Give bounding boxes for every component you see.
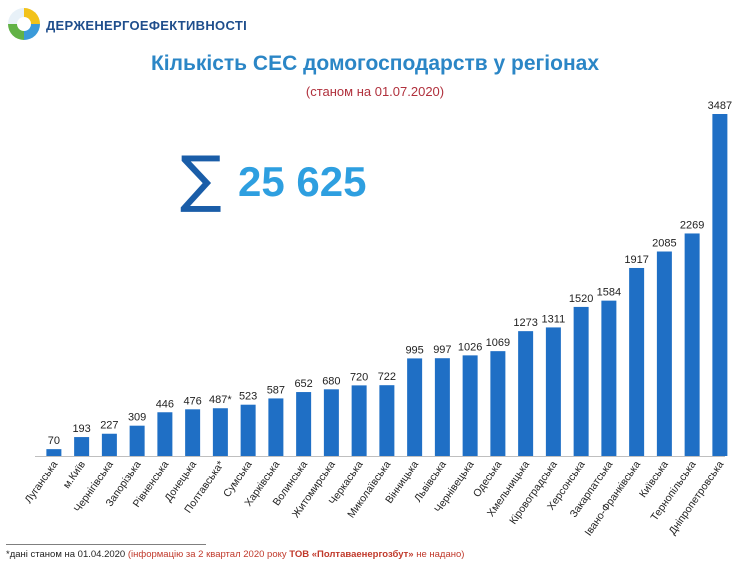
bar <box>296 392 312 456</box>
bar <box>129 425 145 456</box>
data-label: 2085 <box>652 238 676 250</box>
bar <box>268 398 284 456</box>
agency-logo-icon <box>8 8 40 40</box>
chart-subtitle: (станом на 01.07.2020) <box>305 84 445 99</box>
data-label: 652 <box>294 378 312 390</box>
data-label: 587 <box>267 384 285 396</box>
bar <box>573 306 589 456</box>
data-label: 997 <box>433 344 451 356</box>
data-label: 1584 <box>597 287 621 299</box>
bar <box>712 114 728 456</box>
bar <box>407 358 423 456</box>
footnote-date: *дані станом на 01.04.2020 <box>6 549 128 560</box>
bar <box>656 251 672 456</box>
chart-title: Кількість СЕС домогосподарств у регіонах <box>150 52 600 75</box>
data-label: 487* <box>209 394 232 406</box>
data-label: 1917 <box>624 254 648 266</box>
bar <box>629 267 645 456</box>
data-label: 680 <box>322 375 340 387</box>
bar <box>351 385 367 456</box>
footnote-note-end: не надано) <box>413 549 465 560</box>
bar <box>74 437 90 456</box>
data-label: 720 <box>350 371 368 383</box>
data-label: 193 <box>72 423 90 435</box>
footnote-note: (інформацію за 2 квартал 2020 року <box>127 549 290 560</box>
bar <box>462 355 478 456</box>
bar <box>601 300 617 456</box>
data-label: 3487 <box>708 100 732 112</box>
data-label: 2269 <box>680 219 704 231</box>
data-label: 309 <box>128 412 146 424</box>
data-label: 1273 <box>513 317 537 329</box>
bar <box>323 389 339 456</box>
data-label: 1311 <box>542 313 566 325</box>
bar <box>212 408 228 456</box>
data-label: 1069 <box>486 337 510 349</box>
bar <box>545 327 561 456</box>
bar <box>157 412 173 456</box>
bar <box>240 404 256 456</box>
sigma-icon: ∑ <box>180 142 222 215</box>
data-label: 523 <box>239 391 257 403</box>
footnote-rule <box>6 544 206 545</box>
total-value: 25 625 <box>238 158 367 205</box>
category-label: м.Київ <box>61 459 89 491</box>
data-label: 1520 <box>569 293 593 305</box>
data-label: 1026 <box>458 341 482 353</box>
bar <box>684 233 700 456</box>
data-label: 995 <box>405 344 423 356</box>
data-label: 446 <box>156 398 174 410</box>
org-name: ДЕРЖЕНЕРГОЕФЕКТИВНОСТІ <box>46 18 247 33</box>
bar <box>518 331 534 456</box>
data-label: 722 <box>378 371 396 383</box>
bar <box>185 409 201 456</box>
data-label: 227 <box>100 420 118 432</box>
bar <box>101 433 117 456</box>
category-label: Луганська <box>22 459 60 506</box>
bar <box>434 358 450 456</box>
footnote: *дані станом на 01.04.2020 (інформацію з… <box>6 549 464 560</box>
bar <box>490 351 506 456</box>
bar-chart: 70Луганська193м.Київ227Чернігівська309За… <box>22 100 732 538</box>
data-label: 70 <box>48 435 60 447</box>
bar <box>379 385 395 456</box>
footnote-company: ТОВ «Полтаваенергозбут» <box>289 549 414 560</box>
data-label: 476 <box>183 395 201 407</box>
bar <box>46 449 62 456</box>
